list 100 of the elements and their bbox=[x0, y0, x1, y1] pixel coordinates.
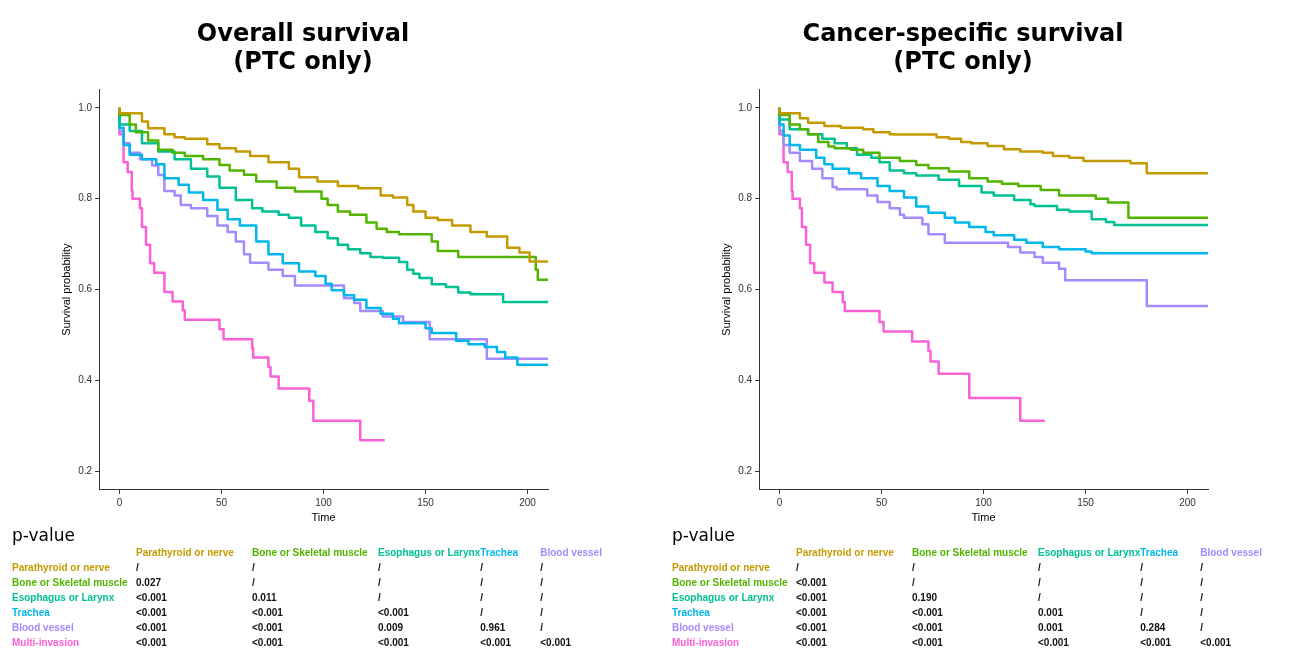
text: <0.001 bbox=[912, 622, 943, 633]
text: / bbox=[252, 577, 255, 588]
x-tick-label: 200 bbox=[519, 496, 537, 508]
text: p-value bbox=[672, 525, 736, 545]
text: <0.001 bbox=[796, 577, 827, 588]
x-tick-label: 50 bbox=[215, 496, 228, 508]
x-tick-label: 50 bbox=[875, 496, 888, 508]
category-label: Esophagus or Larynx bbox=[12, 592, 115, 603]
category-label: Bone or Skeletal muscle bbox=[12, 577, 128, 588]
y-tick-label: 1.0 bbox=[738, 101, 753, 113]
text: / bbox=[912, 577, 915, 588]
y-axis-title: Survival probability bbox=[719, 243, 732, 336]
text: <0.001 bbox=[136, 607, 167, 618]
text: <0.001 bbox=[136, 637, 167, 648]
y-tick-label: 0.4 bbox=[738, 374, 753, 386]
text: <0.001 bbox=[252, 622, 283, 633]
category-label: Esophagus or Larynx bbox=[672, 592, 775, 603]
text: <0.001 bbox=[796, 607, 827, 618]
text: / bbox=[1140, 577, 1144, 588]
text: / bbox=[1140, 607, 1144, 618]
text: / bbox=[540, 607, 544, 618]
text: <0.001 bbox=[252, 637, 283, 648]
x-tick-label: 100 bbox=[975, 496, 993, 508]
x-tick-label: 150 bbox=[1077, 496, 1095, 508]
category-label: Parathyroid or nerve bbox=[796, 546, 895, 560]
text: / bbox=[1038, 592, 1041, 603]
text: / bbox=[1200, 622, 1204, 633]
text: / bbox=[378, 592, 381, 603]
category-label: Multi-invasion bbox=[12, 637, 80, 648]
text: / bbox=[1038, 577, 1041, 588]
y-axis-title: Survival probability bbox=[59, 243, 72, 336]
category-label: Blood vessel bbox=[12, 622, 74, 633]
text: / bbox=[252, 562, 255, 573]
y-tick-label: 0.4 bbox=[78, 374, 93, 386]
text: / bbox=[1200, 577, 1204, 588]
text: / bbox=[540, 622, 544, 633]
text: / bbox=[480, 607, 484, 618]
category-label: Blood vessel bbox=[672, 622, 734, 633]
x-axis-title: Time bbox=[311, 511, 336, 524]
text: <0.001 bbox=[796, 622, 827, 633]
y-tick-label: 0.8 bbox=[738, 192, 753, 204]
text: <0.001 bbox=[1140, 637, 1172, 648]
text: / bbox=[1200, 592, 1204, 603]
category-label: Bone or Skeletal muscle bbox=[912, 546, 1029, 560]
text: / bbox=[480, 577, 484, 588]
text: <0.001 bbox=[912, 637, 943, 648]
text: 0.009 bbox=[378, 622, 404, 633]
text: / bbox=[1200, 562, 1204, 573]
text: <0.001 bbox=[378, 637, 409, 648]
text: 0.961 bbox=[480, 622, 506, 633]
x-tick-label: 150 bbox=[417, 496, 435, 508]
category-label: Blood vessel bbox=[1200, 546, 1262, 560]
chart-title: Cancer-specific survival (PTC only) bbox=[802, 18, 1124, 76]
text: / bbox=[378, 562, 381, 573]
text: <0.001 bbox=[540, 637, 572, 648]
category-label: Bone or Skeletal muscle bbox=[672, 577, 788, 588]
text: / bbox=[540, 577, 544, 588]
text: <0.001 bbox=[912, 607, 943, 618]
text: / bbox=[378, 577, 381, 588]
text: / bbox=[1200, 607, 1204, 618]
text: <0.001 bbox=[378, 607, 409, 618]
text: 0.001 bbox=[1038, 607, 1064, 618]
text: / bbox=[480, 592, 484, 603]
text: <0.001 bbox=[796, 637, 827, 648]
text: / bbox=[480, 562, 484, 573]
category-label: Esophagus or Larynx bbox=[1038, 546, 1141, 560]
text: / bbox=[1140, 562, 1144, 573]
y-tick-label: 1.0 bbox=[78, 101, 93, 113]
x-tick-label: 200 bbox=[1179, 496, 1197, 508]
category-label: Trachea bbox=[1140, 546, 1180, 560]
x-axis-title: Time bbox=[971, 511, 996, 524]
x-tick-label: 0 bbox=[776, 496, 783, 508]
category-label: Parathyroid or nerve bbox=[12, 562, 110, 573]
text: 0.190 bbox=[912, 592, 938, 603]
text: <0.001 bbox=[1038, 637, 1069, 648]
x-tick-label: 0 bbox=[116, 496, 123, 508]
text: <0.001 bbox=[136, 592, 167, 603]
chart-title: Overall survival (PTC only) bbox=[196, 18, 410, 76]
text: <0.001 bbox=[136, 622, 167, 633]
text: / bbox=[912, 562, 915, 573]
text: 0.284 bbox=[1140, 622, 1166, 633]
category-label: Multi-invasion bbox=[672, 637, 740, 648]
text: / bbox=[136, 562, 139, 573]
y-tick-label: 0.2 bbox=[78, 465, 93, 477]
text: <0.001 bbox=[1200, 637, 1232, 648]
text: / bbox=[1140, 592, 1144, 603]
text: / bbox=[796, 562, 799, 573]
text: 0.001 bbox=[1038, 622, 1064, 633]
text: 0.011 bbox=[252, 592, 277, 603]
text: 0.027 bbox=[136, 577, 162, 588]
category-label: Trachea bbox=[672, 607, 710, 618]
category-label: Trachea bbox=[480, 546, 520, 560]
category-label: Blood vessel bbox=[540, 546, 602, 560]
text: / bbox=[540, 562, 544, 573]
category-label: Trachea bbox=[12, 607, 50, 618]
x-tick-label: 100 bbox=[315, 496, 333, 508]
text: <0.001 bbox=[796, 592, 827, 603]
y-tick-label: 0.6 bbox=[78, 283, 93, 295]
category-label: Esophagus or Larynx bbox=[378, 546, 481, 560]
y-tick-label: 0.2 bbox=[738, 465, 753, 477]
